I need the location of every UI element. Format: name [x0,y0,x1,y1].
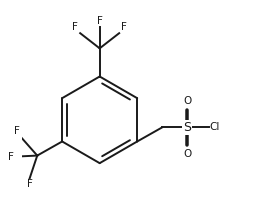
Text: F: F [72,22,78,32]
Text: O: O [183,149,191,159]
Text: O: O [183,96,191,106]
Text: Cl: Cl [210,123,220,132]
Text: F: F [27,179,32,189]
Text: F: F [121,22,127,32]
Text: S: S [183,121,191,134]
Text: F: F [14,126,20,136]
Text: F: F [97,16,103,26]
Text: F: F [8,152,14,162]
